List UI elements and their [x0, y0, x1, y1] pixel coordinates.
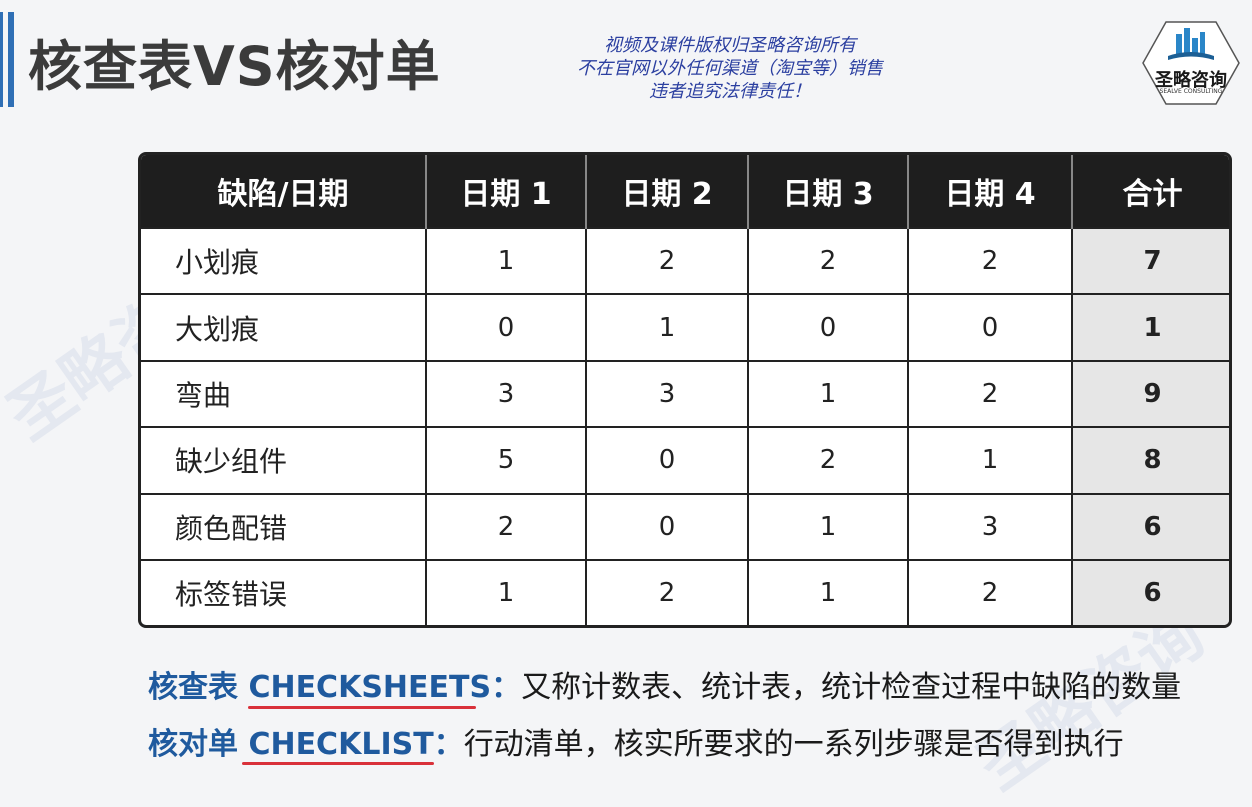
logo-hexagon-icon: [1142, 21, 1240, 105]
table-cell: 2: [586, 559, 749, 625]
table-cell: 1: [426, 559, 587, 625]
table-cell: 3: [586, 359, 749, 428]
table-cell: 0: [908, 293, 1073, 361]
accent-bar-outer: [0, 12, 3, 107]
header-date-2: 日期 2: [586, 155, 749, 228]
table-row: 缺少组件 5 0 2 1 8: [141, 426, 1229, 494]
definition-text: 又称计数表、统计表，统计检查过程中缺陷的数量: [521, 670, 1182, 705]
copyright-line: 违者追究法律责任！: [649, 81, 811, 102]
table-cell: 2: [426, 492, 587, 561]
table-cell: 1: [426, 226, 587, 295]
total-cell: 6: [1072, 492, 1229, 561]
company-logo: 圣略咨询 SEALVE CONSULTING: [1142, 20, 1240, 106]
table-row: 颜色配错 2 0 1 3 6: [141, 492, 1229, 561]
copyright-notice: 视频及课件版权归圣略咨询所有 不在官网以外任何渠道（淘宝等）销售 违者追究法律责…: [530, 34, 930, 103]
table-cell: 2: [908, 559, 1073, 625]
definition-checksheets: 核查表 CHECKSHEETS：又称计数表、统计表，统计检查过程中缺陷的数量: [148, 662, 1181, 706]
header-date-4: 日期 4: [908, 155, 1073, 228]
table-cell: 1: [748, 359, 909, 428]
table-cell: 3: [426, 359, 587, 428]
table-cell: 0: [586, 426, 749, 494]
row-label: 标签错误: [141, 559, 427, 625]
table-cell: 0: [748, 293, 909, 361]
header-date-3: 日期 3: [748, 155, 909, 228]
row-label: 缺少组件: [141, 426, 427, 494]
table-cell: 1: [748, 492, 909, 561]
table-cell: 2: [908, 226, 1073, 295]
table-cell: 1: [748, 559, 909, 625]
definition-term: 核查表 CHECKSHEETS：: [148, 670, 522, 705]
table-cell: 2: [748, 226, 909, 295]
definition-text: 行动清单，核实所要求的一系列步骤是否得到执行: [463, 727, 1124, 762]
total-cell: 7: [1072, 226, 1229, 295]
table-cell: 3: [908, 492, 1073, 561]
table-row: 标签错误 1 2 1 2 6: [141, 559, 1229, 625]
table-cell: 0: [426, 293, 587, 361]
table-cell: 2: [908, 359, 1073, 428]
definition-term: 核对单 CHECKLIST：: [148, 727, 464, 762]
row-label: 颜色配错: [141, 492, 427, 561]
table-row: 弯曲 3 3 1 2 9: [141, 359, 1229, 428]
logo-subtext: SEALVE CONSULTING: [1159, 88, 1223, 95]
page-title: 核查表VS核对单: [28, 35, 441, 98]
copyright-line: 视频及课件版权归圣略咨询所有: [604, 35, 856, 56]
row-label: 弯曲: [141, 359, 427, 428]
total-cell: 6: [1072, 559, 1229, 625]
table-cell: 1: [908, 426, 1073, 494]
header-total: 合计: [1072, 155, 1229, 228]
term-underline: [242, 762, 434, 765]
row-label: 小划痕: [141, 226, 427, 295]
total-cell: 1: [1072, 293, 1229, 361]
table-cell: 1: [586, 293, 749, 361]
table-cell: 2: [748, 426, 909, 494]
table-cell: 2: [586, 226, 749, 295]
term-underline: [248, 706, 476, 709]
row-label: 大划痕: [141, 293, 427, 361]
total-cell: 8: [1072, 426, 1229, 494]
copyright-line: 不在官网以外任何渠道（淘宝等）销售: [577, 58, 883, 79]
table-cell: 5: [426, 426, 587, 494]
table-row: 小划痕 1 2 2 2 7: [141, 226, 1229, 295]
definition-checklist: 核对单 CHECKLIST：行动清单，核实所要求的一系列步骤是否得到执行: [148, 719, 1124, 763]
table-header-row: 缺陷/日期 日期 1 日期 2 日期 3 日期 4 合计: [141, 155, 1229, 228]
header-date-1: 日期 1: [426, 155, 587, 228]
table-cell: 0: [586, 492, 749, 561]
accent-bar: [8, 12, 14, 107]
defect-table: 缺陷/日期 日期 1 日期 2 日期 3 日期 4 合计 小划痕 1 2 2 2…: [138, 152, 1232, 628]
total-cell: 9: [1072, 359, 1229, 428]
table-row: 大划痕 0 1 0 0 1: [141, 293, 1229, 361]
header-defect-date: 缺陷/日期: [141, 155, 427, 228]
logo-text: 圣略咨询: [1155, 70, 1227, 91]
